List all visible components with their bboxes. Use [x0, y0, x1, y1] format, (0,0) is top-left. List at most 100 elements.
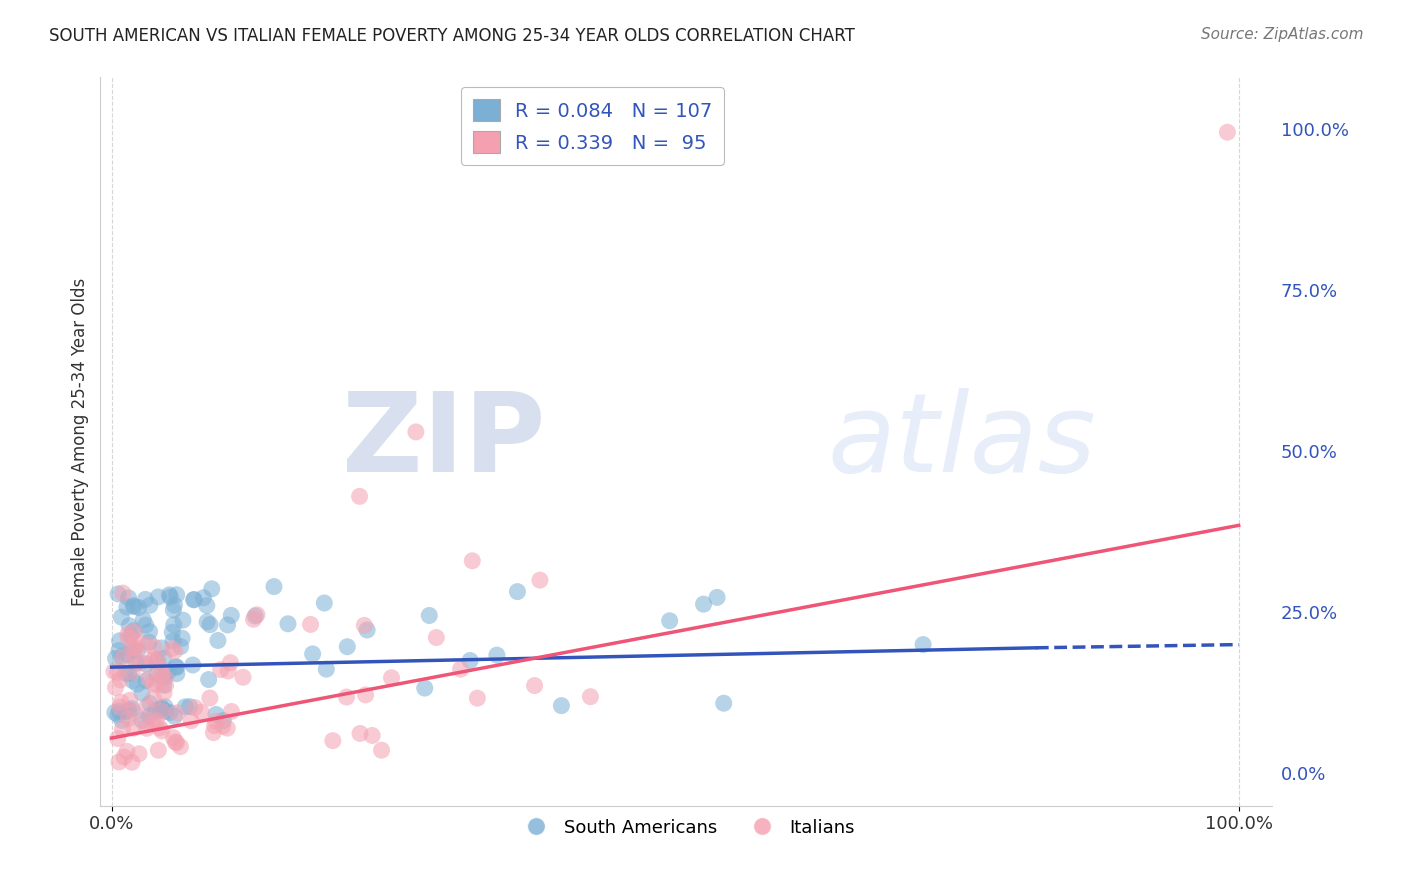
Point [131, 686, 153, 700]
Point [169, 739, 191, 754]
Legend: South Americans, Italians: South Americans, Italians [512, 812, 862, 844]
Point [128, 600, 150, 615]
Point [506, 584, 529, 599]
Point [166, 588, 188, 602]
Point [150, 702, 173, 716]
Point [165, 659, 187, 673]
Point [139, 598, 162, 612]
Point [160, 625, 183, 640]
Point [108, 755, 131, 769]
Point [277, 616, 299, 631]
Point [145, 704, 167, 718]
Point [107, 707, 129, 722]
Point [181, 658, 204, 673]
Point [299, 617, 322, 632]
Point [135, 699, 157, 714]
Point [184, 700, 207, 714]
Point [353, 618, 375, 632]
Point [243, 609, 266, 624]
Point [111, 649, 134, 664]
Point [138, 624, 160, 639]
Point [162, 634, 184, 648]
Point [132, 613, 155, 627]
Point [124, 640, 146, 655]
Point [242, 612, 264, 626]
Point [111, 586, 134, 600]
Point [146, 677, 169, 691]
Point [153, 651, 176, 665]
Point [172, 613, 194, 627]
Text: atlas: atlas [827, 388, 1095, 495]
Point [115, 705, 138, 719]
Point [117, 591, 139, 605]
Point [138, 635, 160, 649]
Point [163, 617, 186, 632]
Point [135, 638, 157, 652]
Point [122, 599, 145, 613]
Point [198, 691, 221, 706]
Point [146, 652, 169, 666]
Point [104, 706, 127, 720]
Point [209, 663, 232, 677]
Point [197, 673, 219, 687]
Point [467, 691, 489, 706]
Point [219, 608, 242, 623]
Point [217, 664, 239, 678]
Point [135, 657, 157, 672]
Point [195, 615, 218, 629]
Point [370, 743, 392, 757]
Point [131, 714, 153, 728]
Point [111, 650, 134, 665]
Point [122, 624, 145, 638]
Point [115, 600, 138, 615]
Point [110, 695, 132, 709]
Point [150, 640, 173, 655]
Point [418, 608, 440, 623]
Point [166, 736, 188, 750]
Point [135, 721, 157, 735]
Point [108, 643, 131, 657]
Point [204, 719, 226, 733]
Point [118, 703, 141, 717]
Point [354, 688, 377, 702]
Point [148, 743, 170, 757]
Point [692, 597, 714, 611]
Point [322, 733, 344, 747]
Point [142, 691, 165, 706]
Point [135, 673, 157, 688]
Point [127, 644, 149, 658]
Point [135, 714, 157, 729]
Point [413, 681, 436, 695]
Point [193, 591, 215, 605]
Point [212, 714, 235, 728]
Point [1216, 125, 1239, 139]
Point [190, 705, 212, 719]
Point [165, 735, 187, 749]
Point [315, 662, 337, 676]
Point [117, 711, 139, 725]
Point [174, 699, 197, 714]
Text: Source: ZipAtlas.com: Source: ZipAtlas.com [1201, 27, 1364, 42]
Point [142, 715, 165, 730]
Point [246, 607, 269, 622]
Point [159, 706, 181, 720]
Point [128, 747, 150, 761]
Point [550, 698, 572, 713]
Point [153, 699, 176, 714]
Point [221, 705, 243, 719]
Point [111, 722, 134, 736]
Point [122, 599, 145, 614]
Point [118, 666, 141, 681]
Point [121, 701, 143, 715]
Point [142, 676, 165, 690]
Point [485, 648, 508, 662]
Point [183, 592, 205, 607]
Point [162, 731, 184, 745]
Point [356, 623, 378, 637]
Point [425, 631, 447, 645]
Point [163, 598, 186, 612]
Point [108, 704, 131, 718]
Point [529, 573, 551, 587]
Point [450, 662, 472, 676]
Point [138, 671, 160, 685]
